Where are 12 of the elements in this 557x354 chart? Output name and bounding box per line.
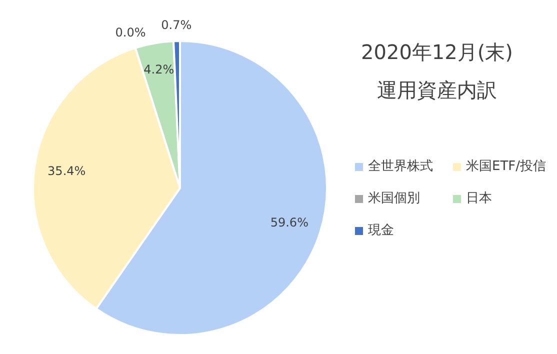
legend-label: 現金: [368, 222, 394, 240]
data-label: 59.6%: [270, 215, 308, 230]
data-label: 0.7%: [161, 18, 192, 32]
legend-label: 米国ETF/投信: [466, 158, 546, 176]
text: 0.0%: [115, 26, 146, 40]
data-label: 4.2%: [144, 62, 174, 76]
legend-label: 日本: [466, 190, 492, 208]
legend-label: 全世界株式: [368, 158, 433, 176]
data-label: 35.4%: [48, 164, 86, 178]
text: 運用資産内訳: [377, 78, 497, 102]
legend-label: 米国個別: [368, 190, 420, 208]
text: 2020年12月(末): [361, 40, 513, 64]
